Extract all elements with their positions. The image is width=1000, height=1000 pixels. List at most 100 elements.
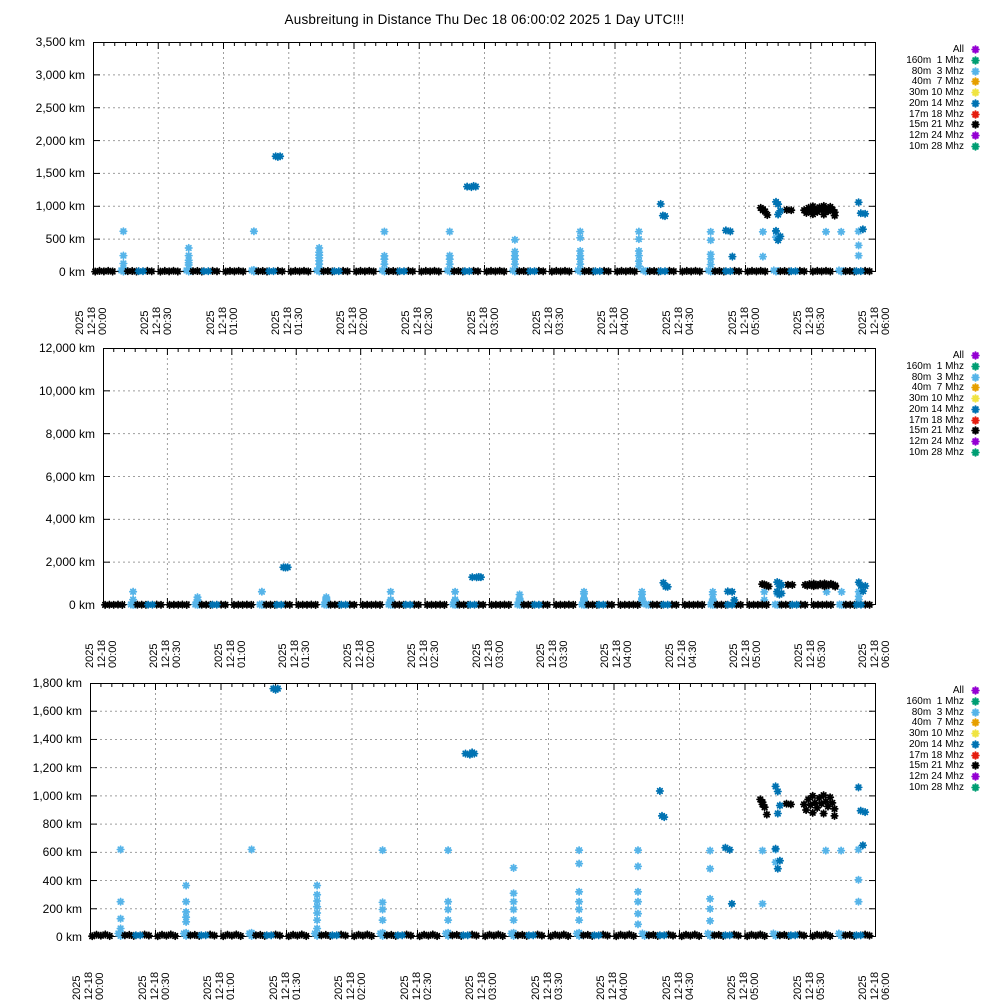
- axis-ticks: [93, 42, 876, 272]
- legend-item: 40m 7 Mhz: [852, 717, 982, 728]
- legend-marker-icon: [971, 448, 980, 457]
- y-tick-label: 1,000 km: [32, 788, 82, 803]
- axis-ticks: [103, 348, 876, 605]
- x-tick-label: 2025 12-18 02:00: [335, 306, 370, 335]
- legend-item-label: 12m 24 Mhz: [908, 436, 964, 448]
- legend-marker-icon: [971, 696, 980, 706]
- legend-item: 10m 28 Mhz: [852, 782, 982, 793]
- legend-item: 30m 10 Mhz: [852, 87, 982, 98]
- legend-item: 15m 21 Mhz: [852, 119, 982, 131]
- legend-item-label: 30m 10 Mhz: [908, 728, 964, 740]
- y-tick-label: 1,200 km: [32, 760, 82, 775]
- legend-item-label: 160m 1 Mhz: [906, 54, 964, 66]
- y-tick-label: 1,500 km: [35, 166, 85, 181]
- x-tick-label: 2025 12-18 04:30: [663, 639, 699, 668]
- x-tick-label: 2025 12-18 05:00: [726, 971, 761, 1000]
- x-tick-label: 2025 12-18 02:00: [333, 971, 368, 1000]
- legend-marker-icon: [971, 783, 980, 792]
- legend: All 160m 1 Mhz 80m 3 Mhz 40m 7 Mhz 30m 10 Mh…: [852, 685, 982, 793]
- legend-marker-icon: [971, 55, 980, 65]
- legend-item-label: 30m 10 Mhz: [908, 393, 964, 405]
- legend-marker-icon: [971, 750, 980, 760]
- legend-item: 20m 14 Mhz: [852, 739, 982, 750]
- legend: All 160m 1 Mhz 80m 3 Mhz 40m 7 Mhz 30m 10 Mh…: [852, 44, 982, 152]
- y-tick-label: 1,000 km: [35, 199, 85, 214]
- legend-item-label: 20m 14 Mhz: [908, 738, 964, 750]
- legend-marker-icon: [971, 131, 980, 141]
- legend-item: All: [852, 350, 982, 361]
- legend-item: 17m 18 Mhz: [852, 750, 982, 761]
- legend-item: 80m 3 Mhz: [852, 707, 982, 718]
- x-tick-label: 2025 12-18 03:30: [530, 306, 566, 335]
- legend-item: 10m 28 Mhz: [852, 141, 982, 152]
- y-tick-label: 1,600 km: [32, 704, 82, 719]
- legend-item: 80m 3 Mhz: [852, 66, 982, 77]
- legend-item-label: 17m 18 Mhz: [908, 108, 964, 120]
- y-tick-label: 800 km: [42, 817, 82, 832]
- x-tick-label: 2025 12-18 05:30: [791, 971, 827, 1000]
- legend-item-label: 30m 10 Mhz: [908, 87, 964, 99]
- legend-marker-icon: [971, 109, 980, 119]
- legend-item: All: [852, 685, 982, 696]
- x-tick-label: 2025 12-18 03:30: [534, 639, 570, 668]
- plot-border: [93, 42, 876, 272]
- legend: All 160m 1 Mhz 80m 3 Mhz 40m 7 Mhz 30m 10 Mh…: [852, 350, 982, 458]
- y-tick-label: 3,500 km: [35, 35, 85, 49]
- legend-item: 15m 21 Mhz: [852, 760, 982, 772]
- x-tick-label: 2025 12-18 06:00: [857, 971, 892, 1000]
- x-tick-label: 2025 12-18 03:00: [465, 306, 501, 335]
- legend-item-label: All: [952, 43, 964, 55]
- chart-title: Ausbreitung in Distance Thu Dec 18 06:00…: [284, 12, 685, 27]
- legend-item: 15m 21 Mhz: [852, 425, 982, 436]
- legend-item-label: 12m 24 Mhz: [908, 130, 964, 142]
- legend-item-label: 40m 7 Mhz: [911, 76, 964, 88]
- plot-area-panel-0-12000km: [100, 348, 876, 609]
- y-tick-label: 500 km: [45, 232, 85, 247]
- y-tick-label: 0 km: [55, 930, 82, 944]
- legend-item-label: 17m 18 Mhz: [908, 414, 964, 426]
- y-tick-label: 400 km: [42, 873, 82, 888]
- x-tick-label: 2025 12-18 05:30: [792, 639, 828, 668]
- legend-item: 40m 7 Mhz: [852, 382, 982, 393]
- y-tick-label: 10,000 km: [38, 383, 95, 398]
- legend-item: 20m 14 Mhz: [852, 98, 982, 109]
- y-tick-label: 2,000 km: [45, 555, 95, 570]
- x-tick-label: 2025 12-18 01:00: [202, 971, 237, 1000]
- x-tick-label: 2025 12-18 06:00: [857, 306, 892, 335]
- legend-item: 160m 1 Mhz: [852, 361, 982, 372]
- axis-ticks: [90, 683, 876, 937]
- y-tick-label: 8,000 km: [45, 426, 95, 441]
- legend-marker-icon: [971, 740, 980, 749]
- legend-item: 12m 24 Mhz: [852, 771, 982, 782]
- series-20m-points: [131, 684, 870, 940]
- legend-item-label: 15m 21 Mhz: [908, 119, 964, 131]
- x-tick-label: 2025 12-18 00:00: [84, 639, 119, 668]
- series-20m-points: [134, 152, 870, 276]
- legend-item-label: 15m 21 Mhz: [908, 760, 964, 772]
- x-tick-label: 2025 12-18 06:00: [857, 639, 892, 668]
- x-tick-label: 2025 12-18 05:00: [728, 639, 764, 668]
- legend-marker-icon: [971, 361, 980, 371]
- legend-marker-icon: [971, 99, 980, 108]
- legend-item: 40m 7 Mhz: [852, 76, 982, 87]
- legend-item-label: 80m 3 Mhz: [911, 371, 964, 383]
- legend-item: All: [852, 44, 982, 55]
- legend-marker-icon: [971, 372, 980, 382]
- legend-marker-icon: [971, 415, 980, 425]
- legend-item: 160m 1 Mhz: [852, 55, 982, 66]
- legend-item: 12m 24 Mhz: [852, 130, 982, 141]
- legend-marker-icon: [971, 707, 980, 717]
- x-tick-label: 2025 12-18 04:00: [595, 971, 630, 1000]
- legend-item: 30m 10 Mhz: [852, 728, 982, 739]
- legend-marker-icon: [971, 772, 980, 782]
- legend-marker-icon: [971, 88, 980, 97]
- x-tick-label: 2025 12-18 00:30: [136, 971, 172, 1000]
- y-tick-label: 4,000 km: [45, 512, 95, 527]
- legend-item-label: 80m 3 Mhz: [911, 65, 964, 77]
- x-tick-label: 2025 12-18 03:00: [464, 971, 499, 1000]
- y-tick-label: 1,800 km: [32, 676, 82, 690]
- y-tick-label: 1,400 km: [32, 732, 82, 747]
- legend-item-label: 17m 18 Mhz: [908, 749, 964, 761]
- x-tick-label: 2025 12-18 04:30: [660, 971, 696, 1000]
